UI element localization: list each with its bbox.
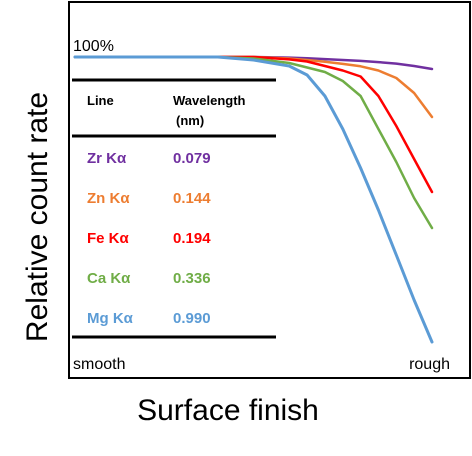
- table-cell-line: Zn Kα: [87, 190, 130, 207]
- table-cell-line: Fe Kα: [87, 230, 130, 247]
- table-cell-wavelength: 0.144: [173, 190, 211, 207]
- series-lines: [73, 55, 434, 344]
- x-end-label: rough: [409, 356, 450, 373]
- table-cell-wavelength: 0.194: [173, 230, 211, 247]
- table-cell-wavelength: 0.990: [173, 310, 211, 327]
- y-axis-label: Relative count rate: [21, 92, 54, 342]
- table-cell-line: Ca Kα: [87, 270, 131, 287]
- table-cell-wavelength: 0.336: [173, 270, 211, 287]
- plot-frame: [68, 1, 471, 379]
- table-cell-line: Zr Kα: [87, 150, 127, 167]
- table-background: [72, 80, 276, 338]
- series-line-mg: [73, 55, 434, 344]
- table-cell-line: Mg Kα: [87, 310, 134, 327]
- table-cell-wavelength: 0.079: [173, 150, 211, 167]
- table-header-line: Line: [87, 93, 114, 108]
- x-axis-label: Surface finish: [137, 394, 319, 427]
- x-start-label: smooth: [73, 356, 125, 373]
- wavelength-table: Line Wavelength (nm) Zr Kα 0.079 Zn Kα 0.144 Fe…: [72, 78, 276, 339]
- y-top-label: 100%: [73, 38, 114, 55]
- table-header-wavelength: Wavelength (nm): [173, 93, 246, 128]
